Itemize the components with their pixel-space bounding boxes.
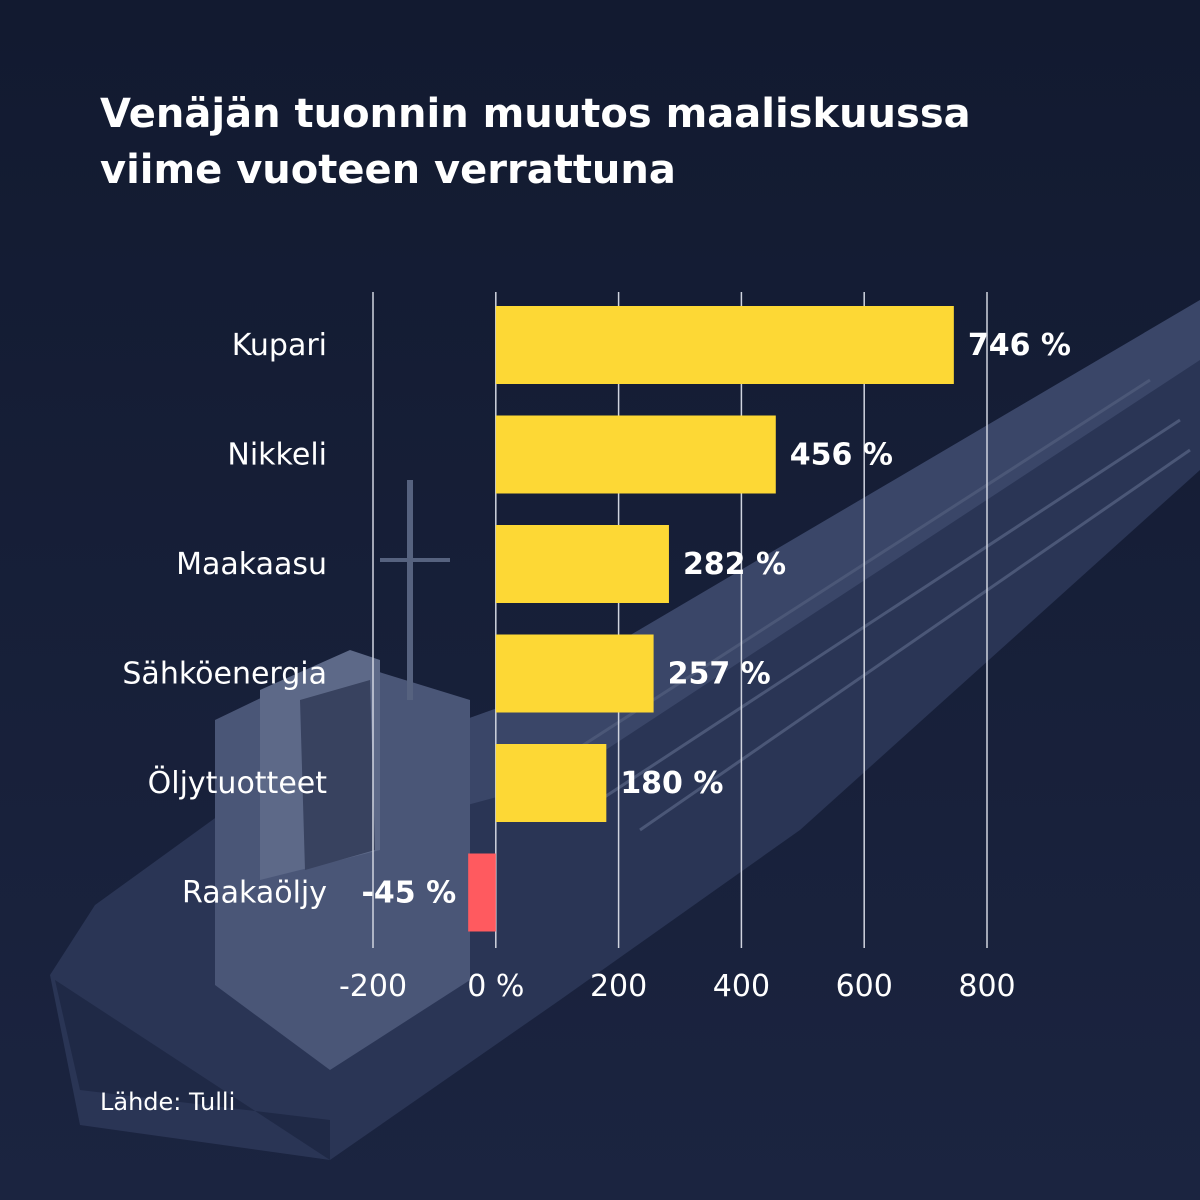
value-label: 257 % xyxy=(668,657,771,692)
x-tick-label: 400 xyxy=(713,969,770,1004)
value-label: 180 % xyxy=(620,766,723,801)
bar xyxy=(468,853,496,932)
category-label: Kupari xyxy=(232,328,327,363)
x-axis-ticks: -200 0 % 200 400 600 800 xyxy=(339,969,1016,1004)
category-labels: Kupari Nikkeli Maakaasu Sähköenergia Öljytuo… xyxy=(122,328,327,911)
bar xyxy=(495,634,654,713)
chart-title-line-2: viime vuoteen verrattuna xyxy=(100,147,676,193)
chart-title-line-1: Venäjän tuonnin muutos maaliskuussa xyxy=(100,91,971,137)
bars xyxy=(468,306,954,932)
bar xyxy=(495,525,669,603)
bar xyxy=(495,744,607,822)
chart-title: Venäjän tuonnin muutos maaliskuussa viim… xyxy=(100,86,1150,198)
x-tick-label: 600 xyxy=(836,969,893,1004)
x-tick-label: 0 % xyxy=(467,969,524,1004)
x-tick-label: 200 xyxy=(590,969,647,1004)
bar xyxy=(495,306,954,384)
category-label: Nikkeli xyxy=(227,438,327,473)
bar xyxy=(495,415,776,494)
value-label: 282 % xyxy=(683,547,786,582)
value-label: 746 % xyxy=(968,328,1071,363)
category-label: Raakaöljy xyxy=(182,876,327,911)
value-labels: 746 % 456 % 282 % 257 % 180 % -45 % xyxy=(361,328,1071,911)
category-label: Öljytuotteet xyxy=(148,765,328,801)
value-label: -45 % xyxy=(361,876,456,911)
gridlines xyxy=(372,292,988,948)
x-tick-label: 800 xyxy=(958,969,1015,1004)
category-label: Maakaasu xyxy=(176,547,327,582)
x-tick-label: -200 xyxy=(339,969,407,1004)
source-note: Lähde: Tulli xyxy=(100,1088,236,1116)
category-label: Sähköenergia xyxy=(122,657,327,692)
value-label: 456 % xyxy=(790,438,893,473)
